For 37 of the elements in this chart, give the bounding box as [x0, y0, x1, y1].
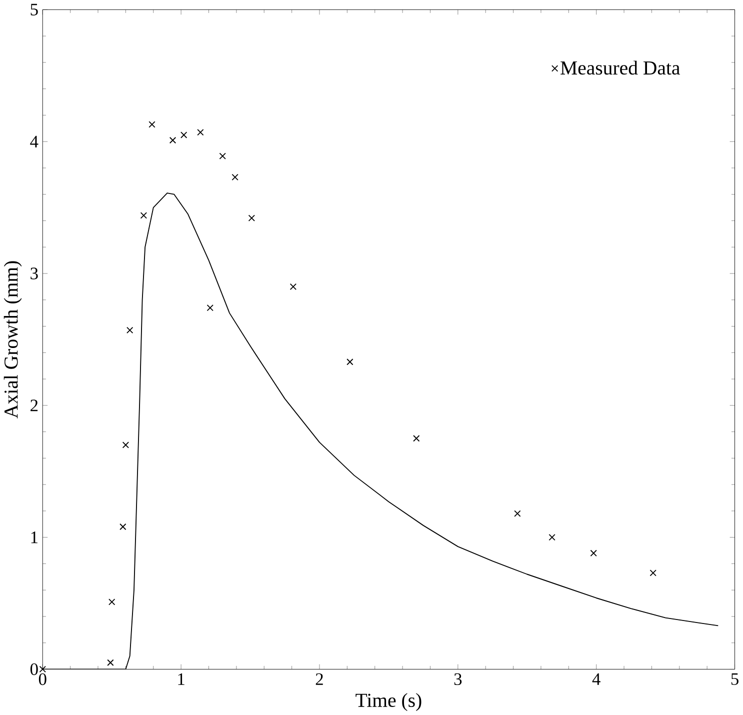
point [514, 510, 521, 517]
point [107, 659, 114, 666]
point [290, 283, 297, 290]
legend-label: Measured Data [560, 60, 680, 75]
y-tick-label: 4 [30, 136, 38, 148]
point [232, 174, 238, 181]
point [108, 598, 116, 606]
point [197, 129, 204, 136]
x-tick-label: 3 [454, 673, 462, 686]
point [590, 550, 597, 557]
x-axis-title: Time (s) [356, 693, 422, 712]
point [413, 435, 420, 442]
y-tick-label: 5 [30, 4, 38, 16]
point [122, 442, 130, 448]
y-tick-label: 1 [31, 532, 38, 544]
point [169, 136, 176, 144]
y-tick-label: 2 [30, 400, 38, 412]
y-axis-title: Axial Growth (mm) [4, 261, 22, 418]
point [180, 132, 188, 138]
point [219, 152, 226, 160]
x-tick-label: 5 [731, 673, 738, 685]
point [140, 212, 148, 219]
point [39, 666, 46, 673]
y-tick-label: 0 [30, 663, 38, 676]
point [346, 358, 354, 366]
point [206, 304, 214, 312]
point [650, 570, 656, 576]
y-tick-label: 3 [30, 268, 38, 280]
point [126, 326, 134, 334]
point [120, 523, 126, 530]
x-tick-label: 4 [592, 673, 600, 685]
x-tick-label: 2 [316, 673, 323, 685]
point [248, 214, 255, 222]
x-tick-label: 1 [178, 673, 184, 685]
x-tick-label: 0 [38, 673, 46, 686]
point [148, 121, 156, 128]
point [548, 534, 556, 541]
